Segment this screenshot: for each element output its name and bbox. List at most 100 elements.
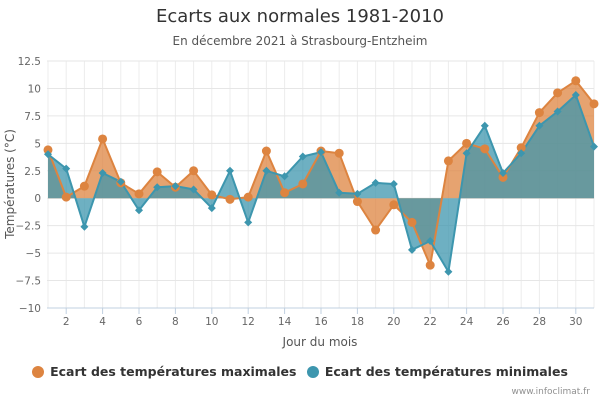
x-tick-label: 4 bbox=[99, 316, 106, 328]
point-max bbox=[243, 192, 253, 202]
point-min bbox=[317, 148, 325, 157]
legend-item-min[interactable]: Ecart des températures minimales bbox=[306, 364, 568, 379]
point-max bbox=[407, 217, 417, 227]
y-tick-label: 0 bbox=[34, 193, 41, 205]
point-min bbox=[171, 182, 180, 191]
point-max bbox=[371, 225, 381, 235]
x-tick-label: 24 bbox=[460, 316, 474, 328]
x-tick-label: 12 bbox=[242, 316, 255, 328]
point-min bbox=[389, 179, 398, 188]
point-max bbox=[352, 197, 362, 207]
y-tick-label: −2.5 bbox=[16, 221, 42, 233]
series-markers bbox=[43, 76, 599, 276]
point-min bbox=[371, 178, 380, 187]
point-max bbox=[207, 190, 217, 200]
point-min bbox=[480, 121, 489, 130]
point-min bbox=[426, 237, 435, 246]
point-min bbox=[535, 121, 544, 130]
point-min bbox=[153, 183, 162, 192]
point-max bbox=[480, 144, 490, 154]
point-max bbox=[571, 76, 581, 86]
x-tick-label: 6 bbox=[136, 316, 143, 328]
y-tick-label: 12.5 bbox=[18, 56, 41, 68]
legend-marker-max-icon bbox=[32, 365, 45, 378]
point-min bbox=[298, 152, 307, 161]
point-min bbox=[98, 168, 107, 177]
point-max bbox=[334, 148, 344, 158]
point-min bbox=[189, 185, 198, 194]
point-max bbox=[280, 188, 290, 198]
point-max bbox=[298, 179, 308, 189]
point-max bbox=[462, 138, 472, 148]
point-min bbox=[116, 177, 125, 186]
x-tick-label: 10 bbox=[205, 316, 218, 328]
x-tick-label: 14 bbox=[278, 316, 292, 328]
point-min bbox=[353, 189, 362, 198]
x-axis-label: Jour du mois bbox=[282, 335, 358, 349]
point-min bbox=[226, 166, 234, 175]
legend-item-max[interactable]: Ecart des températures maximales bbox=[32, 364, 296, 379]
legend-label-max: Ecart des températures maximales bbox=[50, 364, 297, 379]
point-max bbox=[553, 88, 563, 98]
x-tick-label: 26 bbox=[496, 316, 510, 328]
point-min bbox=[44, 150, 52, 159]
point-min bbox=[80, 222, 89, 231]
point-min bbox=[444, 267, 453, 276]
point-max bbox=[189, 166, 199, 176]
point-min bbox=[244, 218, 253, 227]
point-max bbox=[61, 192, 71, 202]
point-min bbox=[571, 91, 580, 100]
point-max bbox=[443, 156, 453, 166]
y-tick-label: 7.5 bbox=[24, 111, 41, 123]
point-max bbox=[152, 167, 162, 177]
x-tick-label: 28 bbox=[533, 316, 546, 328]
point-max bbox=[79, 181, 89, 191]
point-min bbox=[62, 164, 71, 173]
x-tick-label: 30 bbox=[569, 316, 582, 328]
point-max bbox=[498, 172, 508, 182]
point-min bbox=[517, 149, 526, 158]
point-max bbox=[225, 194, 235, 204]
legend-label-min: Ecart des températures minimales bbox=[324, 364, 568, 379]
x-tick-label: 20 bbox=[387, 316, 400, 328]
point-max bbox=[389, 200, 399, 210]
series-areas bbox=[48, 80, 594, 272]
point-min bbox=[590, 142, 598, 151]
point-min bbox=[207, 204, 216, 213]
point-min bbox=[553, 107, 562, 116]
point-min bbox=[499, 168, 507, 177]
chart-title: Ecarts aux normales 1981-2010 bbox=[155, 6, 445, 27]
credit-link[interactable]: www.infoclimat.fr bbox=[511, 387, 591, 397]
legend: Ecart des températures maximales Ecart d… bbox=[0, 364, 600, 381]
point-max bbox=[534, 108, 544, 118]
point-min bbox=[462, 149, 471, 158]
point-max bbox=[134, 189, 144, 199]
x-tick-label: 16 bbox=[314, 316, 328, 328]
legend-marker-min-icon bbox=[306, 365, 319, 378]
point-min bbox=[335, 188, 344, 197]
point-max bbox=[98, 134, 108, 144]
y-tick-label: −7.5 bbox=[16, 276, 42, 288]
x-tick-label: 2 bbox=[63, 316, 70, 328]
area-min bbox=[48, 95, 594, 272]
point-max bbox=[425, 260, 435, 270]
point-min bbox=[262, 166, 271, 175]
y-tick-label: 2.5 bbox=[24, 166, 41, 178]
x-tick-label: 22 bbox=[424, 316, 437, 328]
y-tick-label: 5 bbox=[34, 138, 41, 150]
y-axis-label: Températures (°C) bbox=[3, 129, 17, 240]
x-tick-label: 8 bbox=[172, 316, 179, 328]
chart-subtitle: En décembre 2021 à Strasbourg-Entzheim bbox=[172, 34, 428, 48]
point-min bbox=[135, 206, 143, 215]
point-max bbox=[43, 145, 53, 155]
point-min bbox=[280, 172, 289, 181]
x-tick-label: 18 bbox=[351, 316, 364, 328]
point-max bbox=[516, 143, 526, 153]
y-tick-label: −10 bbox=[19, 303, 41, 315]
y-tick-label: −5 bbox=[26, 248, 41, 260]
point-max bbox=[589, 99, 599, 109]
point-min bbox=[408, 245, 416, 254]
y-tick-label: 10 bbox=[28, 83, 41, 95]
